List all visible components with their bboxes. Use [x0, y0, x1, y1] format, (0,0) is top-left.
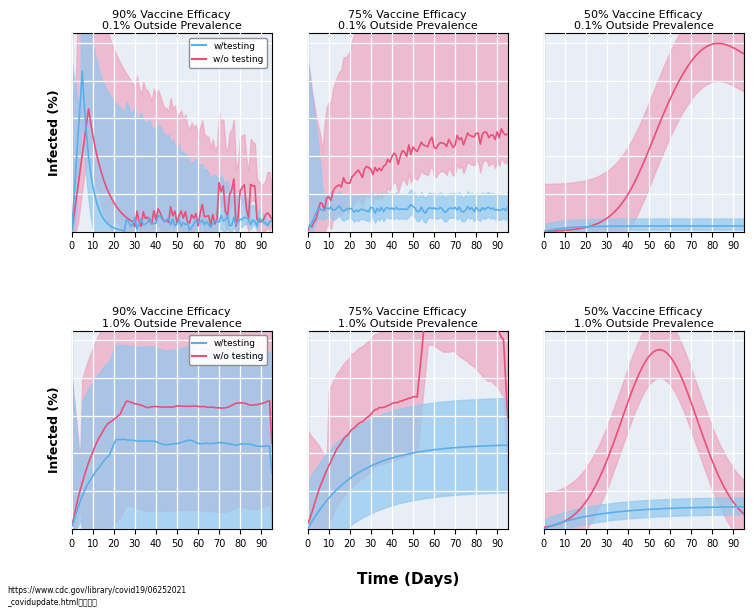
Y-axis label: Infected (%): Infected (%)	[48, 89, 61, 176]
Legend: w/testing, w/o testing: w/testing, w/o testing	[189, 38, 267, 67]
Legend: w/testing, w/o testing: w/testing, w/o testing	[189, 335, 267, 365]
Title: 90% Vaccine Efficacy
1.0% Outside Prevalence: 90% Vaccine Efficacy 1.0% Outside Preval…	[102, 307, 242, 328]
Title: 75% Vaccine Efficacy
1.0% Outside Prevalence: 75% Vaccine Efficacy 1.0% Outside Preval…	[337, 307, 478, 328]
Title: 50% Vaccine Efficacy
0.1% Outside Prevalence: 50% Vaccine Efficacy 0.1% Outside Preval…	[574, 10, 713, 31]
Y-axis label: Infected (%): Infected (%)	[48, 387, 61, 473]
Title: 75% Vaccine Efficacy
0.1% Outside Prevalence: 75% Vaccine Efficacy 0.1% Outside Preval…	[337, 10, 478, 31]
Title: 90% Vaccine Efficacy
0.1% Outside Prevalence: 90% Vaccine Efficacy 0.1% Outside Preval…	[102, 10, 242, 31]
Title: 50% Vaccine Efficacy
1.0% Outside Prevalence: 50% Vaccine Efficacy 1.0% Outside Preval…	[574, 307, 713, 328]
Text: Time (Days): Time (Days)	[356, 572, 459, 587]
Text: https://www.cdc.gov/library/covid19/06252021
_covidupdate.htmlより引用: https://www.cdc.gov/library/covid19/0625…	[8, 586, 186, 607]
